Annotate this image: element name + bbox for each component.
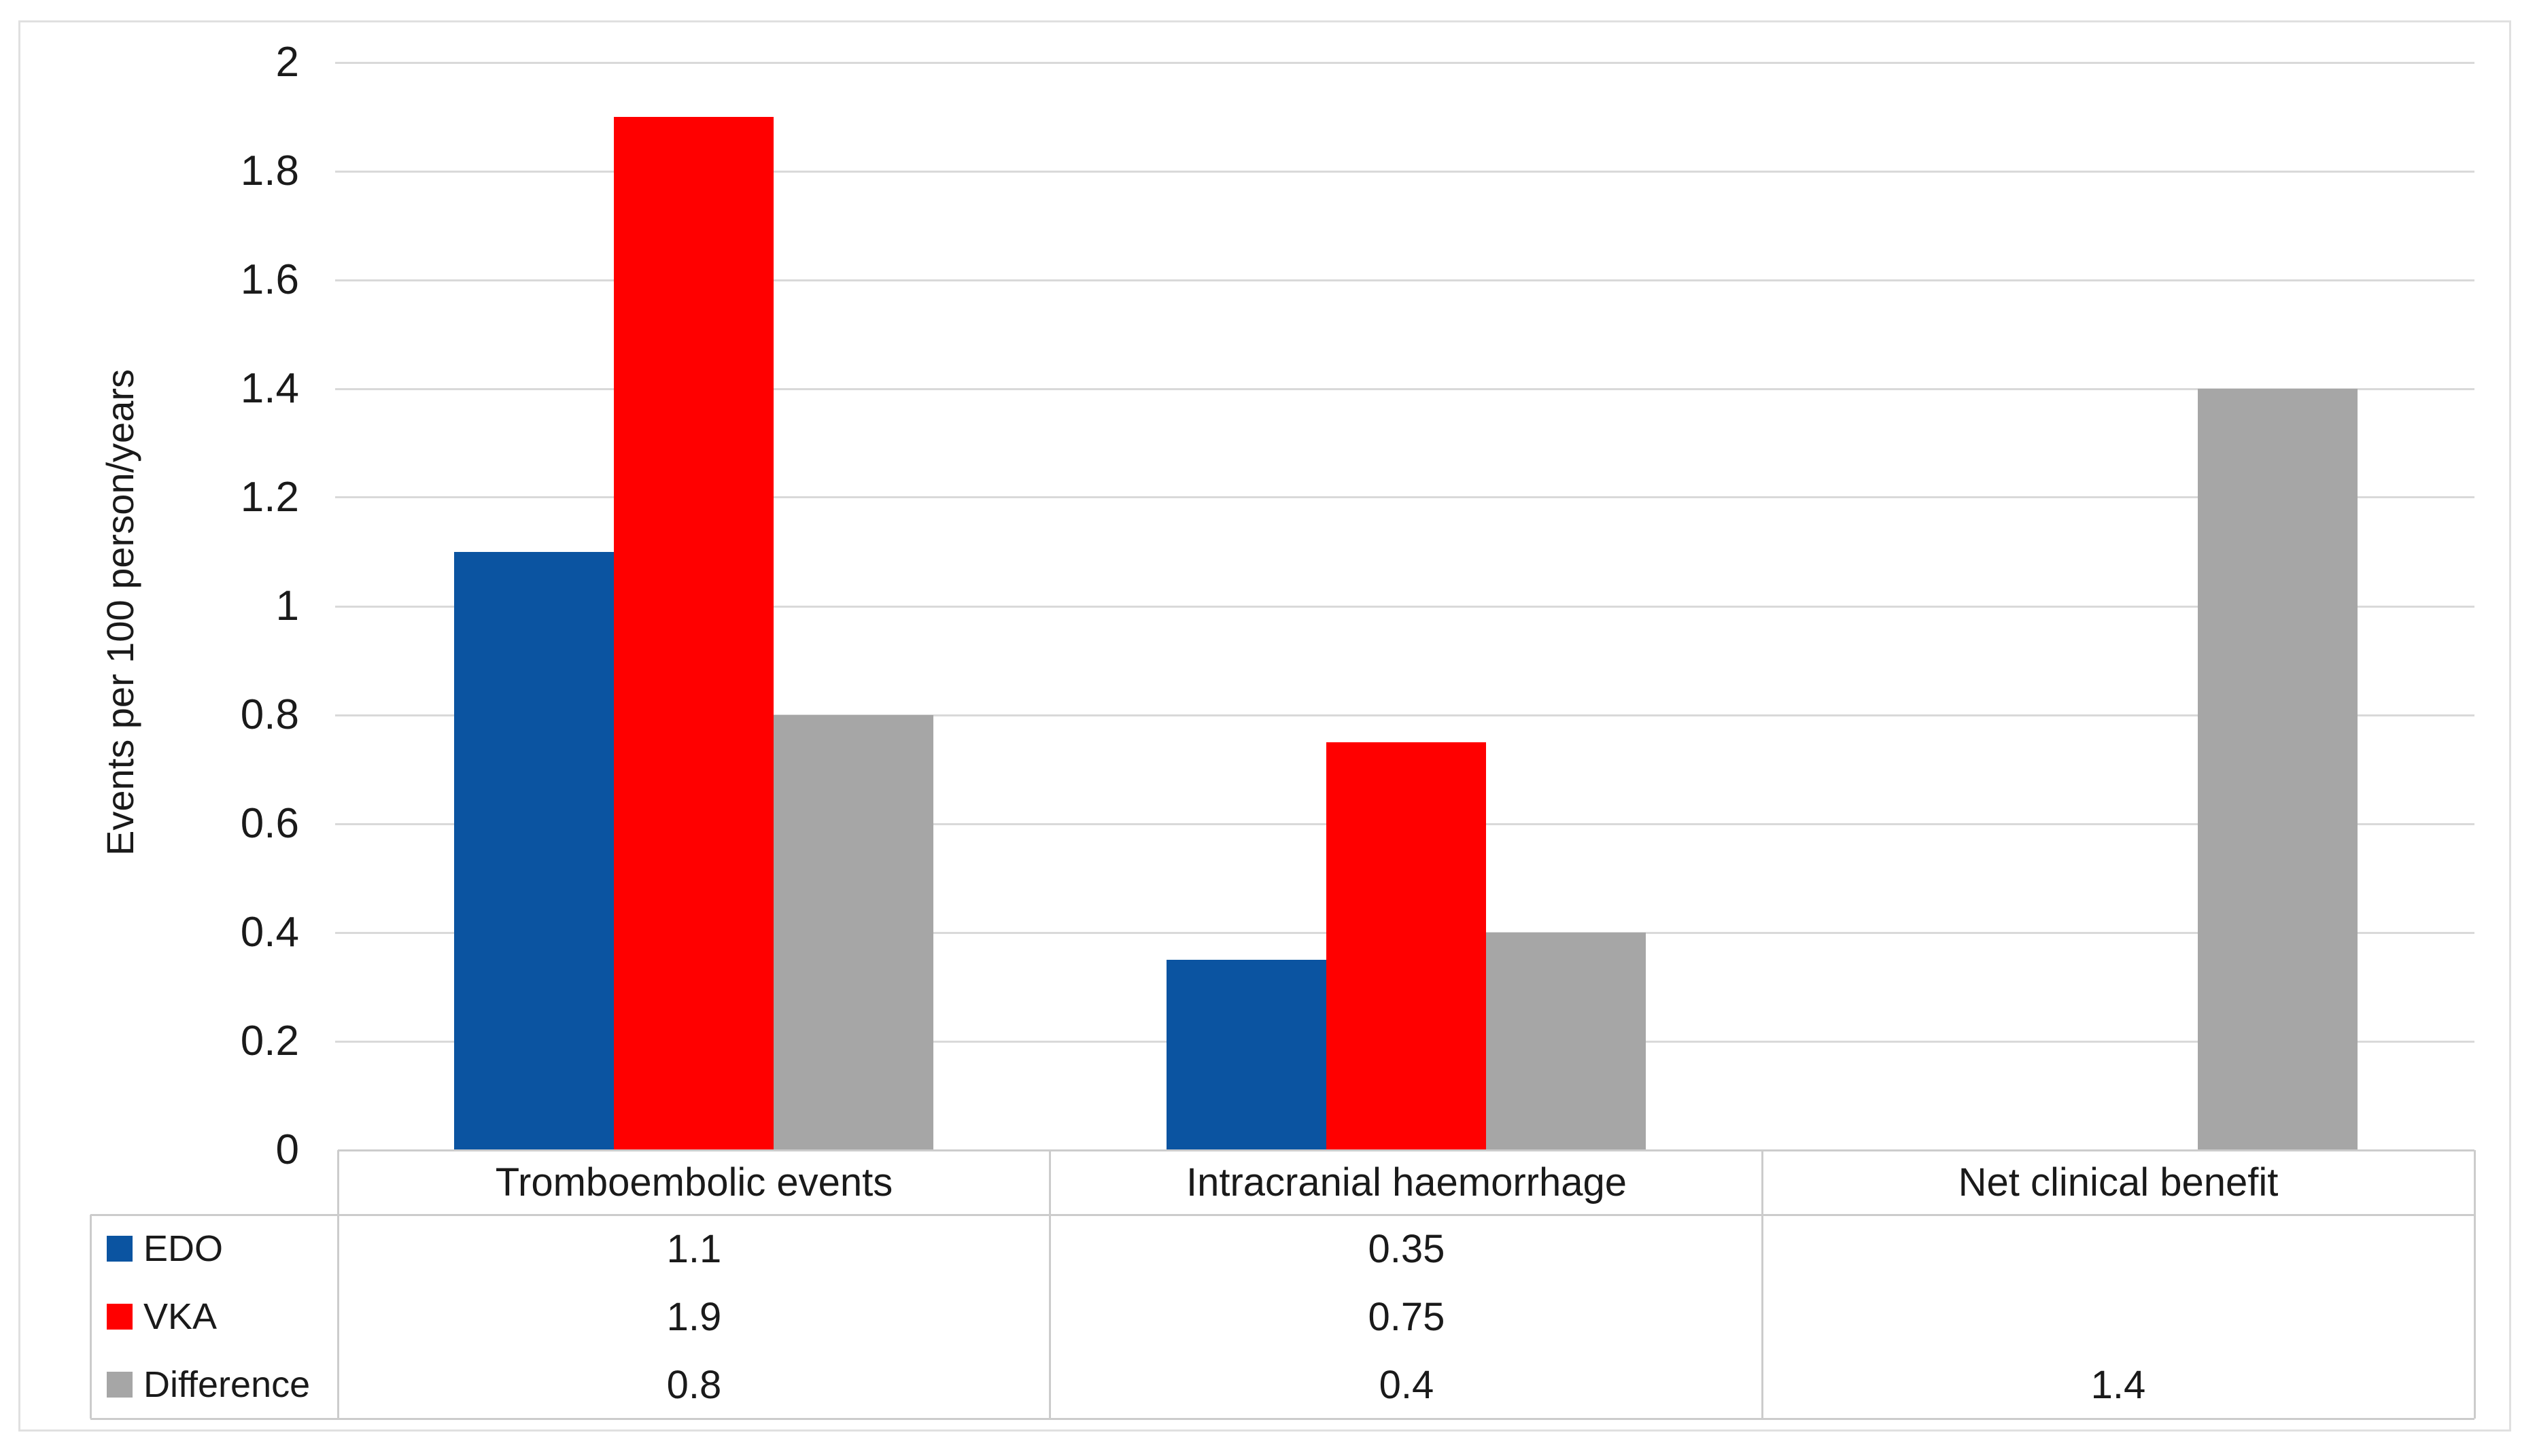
y-axis-tick-label: 0.6 [240,800,299,847]
legend-label-vka: VKA [143,1296,218,1337]
bar-vka-0 [614,117,774,1150]
legend-item-vka: VKA [107,1283,332,1351]
legend-item-difference: Difference [107,1351,332,1419]
legend-item-edo: EDO [107,1215,332,1283]
bar-vka-1 [1326,742,1486,1150]
value-cell-edo-0: 1.1 [666,1226,722,1271]
gridline [335,714,2474,716]
gridline [335,388,2474,390]
table-border-header-bottom [90,1214,2474,1216]
y-axis-tick-label: 1 [275,583,299,629]
value-cell-vka-0: 1.9 [666,1294,722,1339]
gridline [335,496,2474,498]
legend-label-edo: EDO [143,1228,224,1269]
category-header-1: Intracranial haemorrhage [1186,1160,1627,1204]
table-border-col1-left [1049,1150,1051,1419]
table-border-legend-left [90,1215,92,1419]
bar-edo-0 [454,552,614,1150]
value-cell-difference-0: 0.8 [666,1362,722,1407]
y-axis-tick-label: 0 [275,1126,299,1173]
gridline [335,171,2474,173]
gridline [335,606,2474,608]
legend-label-difference: Difference [143,1364,311,1405]
table-border-col0-left [337,1150,339,1419]
y-axis-tick-label: 0.4 [240,909,299,956]
table-border-bottom [90,1418,2474,1420]
bar-difference-1 [1486,933,1646,1150]
value-cell-edo-1: 0.35 [1368,1226,1445,1271]
table-border-col2-left [1761,1150,1763,1419]
category-header-0: Tromboembolic events [495,1160,893,1204]
legend-swatch-edo [107,1236,133,1262]
y-axis-tick-label: 2 [275,39,299,86]
table-border-top [338,1149,2474,1151]
value-cell-difference-2: 1.4 [2090,1362,2146,1407]
y-axis-tick-label: 0.8 [240,691,299,738]
bar-difference-2 [2198,389,2358,1150]
y-axis-tick-label: 0.2 [240,1018,299,1064]
bar-edo-1 [1167,960,1326,1150]
y-axis-tick-label: 1.6 [240,256,299,303]
y-axis-tick-label: 1.4 [240,365,299,412]
bar-difference-0 [774,715,933,1150]
y-axis-tick-label: 1.8 [240,148,299,194]
gridline [335,62,2474,64]
legend-swatch-vka [107,1304,133,1330]
value-cell-difference-1: 0.4 [1379,1362,1434,1407]
table-border-right [2474,1150,2476,1419]
category-header-2: Net clinical benefit [1958,1160,2279,1204]
legend-swatch-difference [107,1372,133,1398]
y-axis-tick-label: 1.2 [240,474,299,521]
gridline [335,279,2474,281]
chart-outer-border [18,20,2511,1432]
value-cell-vka-1: 0.75 [1368,1294,1445,1339]
